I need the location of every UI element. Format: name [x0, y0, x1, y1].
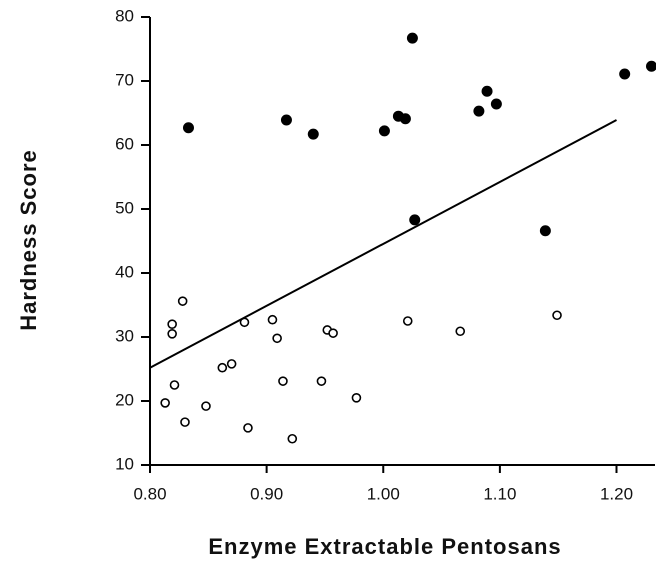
data-point — [169, 380, 180, 390]
data-point — [316, 376, 327, 386]
data-point — [267, 314, 278, 325]
data-point — [619, 68, 631, 80]
data-point — [177, 296, 188, 306]
data-point — [490, 98, 502, 110]
data-point — [287, 433, 298, 444]
data-point — [402, 316, 413, 326]
data-point — [280, 114, 292, 126]
x-tick-label: 1.10 — [483, 484, 516, 503]
data-point — [272, 333, 282, 344]
data-point — [182, 122, 194, 134]
data-point — [167, 328, 177, 339]
data-point — [160, 398, 170, 408]
data-point — [646, 60, 656, 72]
x-tick-label: 1.20 — [600, 484, 633, 503]
data-point — [243, 423, 253, 433]
data-point — [328, 328, 338, 338]
x-tick-label: 1.00 — [367, 484, 400, 503]
data-point — [180, 417, 190, 427]
data-point — [201, 401, 211, 411]
y-tick-label: 70 — [115, 70, 134, 89]
y-axis-title: Hardness Score — [16, 149, 41, 331]
data-point — [552, 310, 562, 321]
data-point — [226, 359, 237, 369]
x-axis-title: Enzyme Extractable Pentosans — [208, 534, 561, 559]
data-point — [399, 113, 411, 125]
y-tick-label: 30 — [115, 326, 134, 345]
data-point — [217, 362, 228, 373]
y-tick-label: 10 — [115, 454, 134, 473]
data-point — [406, 32, 418, 44]
data-point — [307, 128, 319, 140]
data-point — [351, 392, 362, 403]
y-tick-label: 40 — [115, 262, 134, 281]
fit-line — [149, 119, 617, 369]
y-tick-label: 50 — [115, 198, 134, 217]
y-tick-label: 60 — [115, 134, 134, 153]
data-point — [481, 85, 493, 97]
data-point — [409, 214, 421, 226]
data-point — [473, 105, 485, 117]
x-tick-label: 0.90 — [250, 484, 283, 503]
data-point — [378, 125, 390, 137]
data-point — [455, 326, 466, 337]
data-point — [539, 225, 551, 237]
y-tick-label: 20 — [115, 390, 134, 409]
data-point — [167, 319, 177, 330]
y-tick-label: 80 — [115, 6, 134, 25]
data-point — [278, 376, 288, 386]
x-tick-label: 0.80 — [133, 484, 166, 503]
